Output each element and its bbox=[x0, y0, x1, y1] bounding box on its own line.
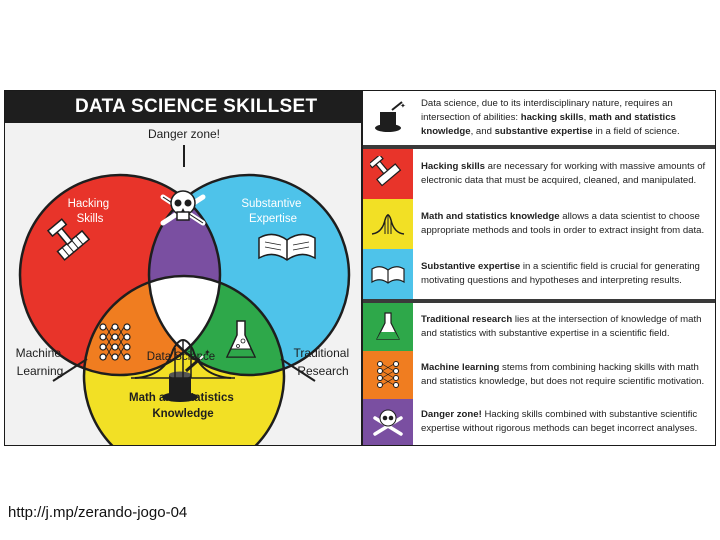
substantive-expertise-label-line1: Substantive bbox=[241, 198, 301, 210]
substantive-expertise-label: Substantive Expertise bbox=[241, 198, 304, 225]
legend-text-segment: in a scientific field is crucial for gen… bbox=[421, 261, 700, 286]
magic-hat-icon: ✦ bbox=[375, 101, 406, 132]
legend-row-math: Math and statistics knowledge allows a d… bbox=[363, 199, 715, 249]
legend-icon-box bbox=[363, 199, 413, 249]
legend-text-segment: lies at the intersection of knowledge of… bbox=[421, 314, 702, 339]
legend-text-math: Math and statistics knowledge allows a d… bbox=[421, 210, 711, 238]
legend-icon-box: ✦ bbox=[363, 91, 413, 145]
legend-row-hacking: Hacking skills are necessary for working… bbox=[363, 149, 715, 199]
legend-gap bbox=[363, 145, 715, 149]
legend-text-danger: Danger zone! Hacking skills combined wit… bbox=[421, 408, 711, 436]
legend-text-segment: stems from combining hacking skills with… bbox=[421, 362, 705, 387]
legend-text-segment: in a field of science. bbox=[592, 126, 680, 137]
machine-learning-label-line1: Machine bbox=[16, 346, 62, 360]
legend-text-segment: , and bbox=[470, 126, 495, 137]
flask-icon bbox=[225, 320, 257, 358]
svg-text:✦: ✦ bbox=[204, 348, 211, 357]
legend-text-segment: , bbox=[583, 112, 589, 123]
legend-row-substantive: Substantive expertise in a scientific fi… bbox=[363, 249, 715, 299]
footer-url-link[interactable]: http://j.mp/zerando-jogo-04 bbox=[8, 504, 188, 521]
bell-curve-icon bbox=[371, 214, 405, 235]
traditional-research-leader bbox=[280, 358, 316, 382]
legend-row-machine-learning: Machine learning stems from combining ha… bbox=[363, 351, 715, 399]
hammer-and-keyboard-icon bbox=[370, 156, 402, 187]
legend-text-segment: allows a data scientist to choose approp… bbox=[421, 211, 705, 236]
substantive-expertise-label-line2: Expertise bbox=[249, 213, 297, 225]
legend-text-hacking: Hacking skills are necessary for working… bbox=[421, 160, 711, 188]
legend-row-traditional: Traditional research lies at the interse… bbox=[363, 303, 715, 351]
figure-title: DATA SCIENCE SKILLSET bbox=[75, 96, 318, 117]
venn-diagram: Danger zone! Hacking Skills Substantive … bbox=[16, 127, 353, 445]
legend-text-intro: Data science, due to its interdisciplina… bbox=[421, 97, 711, 139]
legend-text-segment: are necessary for working with massive a… bbox=[421, 161, 706, 186]
legend-term: Substantive expertise bbox=[421, 261, 521, 272]
magic-hat-icon: ✦ bbox=[162, 348, 211, 402]
math-statistics-label-line2: Knowledge bbox=[152, 408, 213, 420]
skull-crossbones-icon bbox=[160, 190, 206, 226]
legend-term: Hacking skills bbox=[421, 161, 485, 172]
legend-text-substantive: Substantive expertise in a scientific fi… bbox=[421, 260, 711, 288]
neural-network-icon bbox=[377, 361, 399, 388]
legend-term: Danger zone! bbox=[421, 409, 482, 420]
legend-panel: ✦ Data science, due to its interdiscipli… bbox=[363, 91, 715, 445]
traditional-research-label-line1: Traditional bbox=[294, 346, 350, 360]
bell-curve-icon bbox=[131, 339, 235, 379]
legend-icon-box bbox=[363, 149, 413, 199]
legend-term: Math and statistics knowledge bbox=[421, 211, 560, 222]
legend-icon-box bbox=[363, 303, 413, 351]
data-science-skillset-figure: DATA SCIENCE SKILLSET bbox=[4, 90, 716, 446]
title-banner: DATA SCIENCE SKILLSET bbox=[5, 91, 361, 123]
hacking-skills-label-line1: Hacking bbox=[68, 198, 110, 210]
legend-term: math and statistics knowledge bbox=[421, 112, 676, 137]
legend-row-danger: Danger zone! Hacking skills combined wit… bbox=[363, 399, 715, 445]
legend-term: hacking skills bbox=[520, 112, 584, 123]
machine-learning-label-line2: Learning bbox=[17, 364, 64, 378]
traditional-research-label: Traditional Research bbox=[294, 346, 353, 378]
legend-gap bbox=[363, 299, 715, 303]
svg-text:✦: ✦ bbox=[400, 102, 406, 110]
legend-icon-box bbox=[363, 249, 413, 299]
circle-outlines bbox=[18, 173, 351, 445]
legend-term: Traditional research bbox=[421, 314, 513, 325]
skull-crossbones-icon bbox=[373, 409, 403, 436]
machine-learning-leader bbox=[52, 358, 88, 382]
legend-term: substantive expertise bbox=[494, 126, 593, 137]
hacking-skills-label-line2: Skills bbox=[77, 213, 104, 225]
hammer-and-keyboard-icon bbox=[46, 218, 91, 261]
machine-learning-label: Machine Learning bbox=[16, 346, 65, 378]
open-book-icon bbox=[258, 233, 316, 261]
venn-diagram-panel: Danger zone! Hacking Skills Substantive … bbox=[5, 123, 361, 445]
flask-icon bbox=[376, 312, 400, 340]
legend-text-segment: Hacking skills combined with substantive… bbox=[421, 409, 698, 434]
danger-zone-label: Danger zone! bbox=[148, 127, 220, 141]
legend-text-traditional: Traditional research lies at the interse… bbox=[421, 313, 711, 341]
hacking-skills-label: Hacking Skills bbox=[68, 198, 113, 225]
legend-term: Machine learning bbox=[421, 362, 500, 373]
open-book-icon bbox=[371, 266, 405, 284]
legend-text-machine-learning: Machine learning stems from combining ha… bbox=[421, 361, 711, 389]
panel-divider bbox=[361, 91, 363, 445]
legend-text-segment: Data science, due to its interdisciplina… bbox=[421, 98, 673, 123]
legend-icon-box bbox=[363, 351, 413, 399]
legend-icon-box bbox=[363, 399, 413, 445]
legend-row-intro: ✦ Data science, due to its interdiscipli… bbox=[363, 91, 715, 145]
neural-network-icon bbox=[99, 323, 131, 361]
traditional-research-label-line2: Research bbox=[297, 364, 348, 378]
